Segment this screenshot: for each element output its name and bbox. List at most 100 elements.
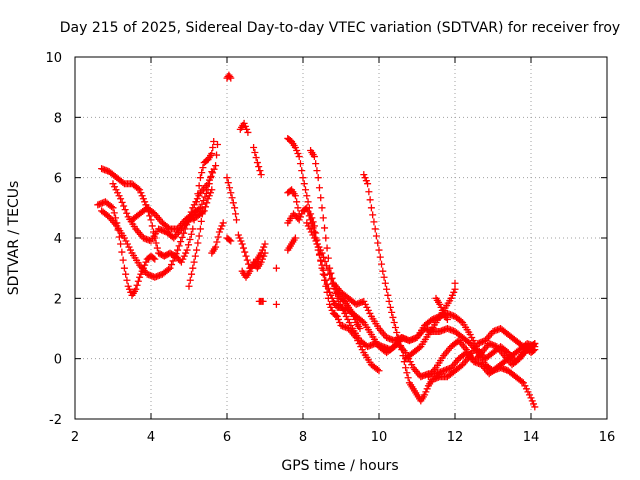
data-point [342, 312, 350, 320]
data-point [307, 216, 315, 224]
series-track-17 [272, 300, 280, 308]
data-point [194, 239, 202, 247]
data-point [395, 338, 403, 346]
series-track-6 [185, 210, 206, 290]
data-point [309, 231, 317, 239]
series-track-8 [223, 71, 235, 82]
series-track-24 [360, 171, 539, 405]
data-point [293, 147, 301, 155]
data-point [215, 228, 223, 236]
data-point [199, 197, 207, 205]
data-point [313, 167, 321, 175]
data-point [365, 188, 373, 196]
data-point [226, 73, 234, 81]
data-point [388, 308, 396, 316]
data-point [294, 204, 302, 212]
data-point [261, 240, 269, 248]
data-point [521, 382, 529, 390]
data-point [199, 164, 207, 172]
data-point [328, 306, 336, 314]
data-point [332, 285, 340, 293]
data-point [141, 198, 149, 206]
data-point [196, 225, 204, 233]
data-point [227, 74, 235, 82]
y-tick-label: 6 [54, 172, 62, 187]
data-point [204, 186, 212, 194]
data-point [437, 303, 445, 311]
data-point [195, 205, 203, 213]
data-point [138, 192, 146, 200]
data-point [423, 385, 431, 393]
data-point [421, 391, 429, 399]
data-point [293, 198, 301, 206]
data-point [257, 171, 265, 179]
series-track-28 [432, 294, 451, 323]
data-point [469, 337, 477, 345]
data-point [468, 334, 476, 342]
data-point [295, 216, 303, 224]
data-point [531, 340, 539, 348]
data-point [166, 264, 174, 272]
data-point [529, 341, 537, 349]
data-point [326, 288, 334, 296]
data-point [208, 168, 216, 176]
data-point [294, 150, 302, 158]
data-point [336, 300, 344, 308]
data-point [303, 219, 311, 227]
data-point [450, 288, 458, 296]
data-point [338, 303, 346, 311]
data-point [247, 264, 255, 272]
series-track-27 [424, 337, 539, 381]
data-point [306, 225, 314, 233]
data-point [324, 266, 332, 274]
data-point [303, 204, 311, 212]
data-point [210, 137, 218, 145]
data-point [400, 358, 408, 366]
data-point [171, 253, 179, 261]
data-point [397, 342, 405, 350]
data-point [109, 180, 117, 188]
data-point [528, 397, 536, 405]
data-point [228, 194, 236, 202]
data-point [243, 125, 251, 133]
data-point [373, 366, 381, 374]
data-point [344, 315, 352, 323]
data-point [384, 291, 392, 299]
data-point [197, 217, 205, 225]
series-track-3 [98, 140, 221, 281]
data-point [177, 238, 185, 246]
data-point [133, 281, 141, 289]
data-point [178, 233, 186, 241]
data-point [208, 150, 216, 158]
x-tick-label: 16 [599, 430, 616, 445]
data-point [379, 267, 387, 275]
data-point [403, 369, 411, 377]
data-point [174, 246, 182, 254]
data-point [398, 346, 406, 354]
data-point [123, 276, 131, 284]
data-point [212, 162, 220, 170]
data-point [321, 258, 329, 266]
data-point [147, 216, 155, 224]
data-point [251, 149, 259, 157]
data-point [226, 236, 234, 244]
data-point [326, 300, 334, 308]
data-point [212, 243, 220, 251]
data-point [122, 237, 130, 245]
data-point [227, 237, 235, 245]
data-point [132, 285, 140, 293]
data-point [227, 189, 235, 197]
data-point [298, 210, 306, 218]
data-point [367, 204, 375, 212]
data-point [370, 218, 378, 226]
y-tick-labels: -2 0 2 4 6 8 10 [45, 51, 62, 428]
data-point [153, 244, 161, 252]
data-point [209, 169, 217, 177]
data-point [272, 264, 280, 272]
data-point [327, 291, 335, 299]
data-point [327, 303, 335, 311]
data-point [214, 233, 222, 241]
data-point [257, 258, 265, 266]
data-point [189, 264, 197, 272]
data-point [237, 237, 245, 245]
